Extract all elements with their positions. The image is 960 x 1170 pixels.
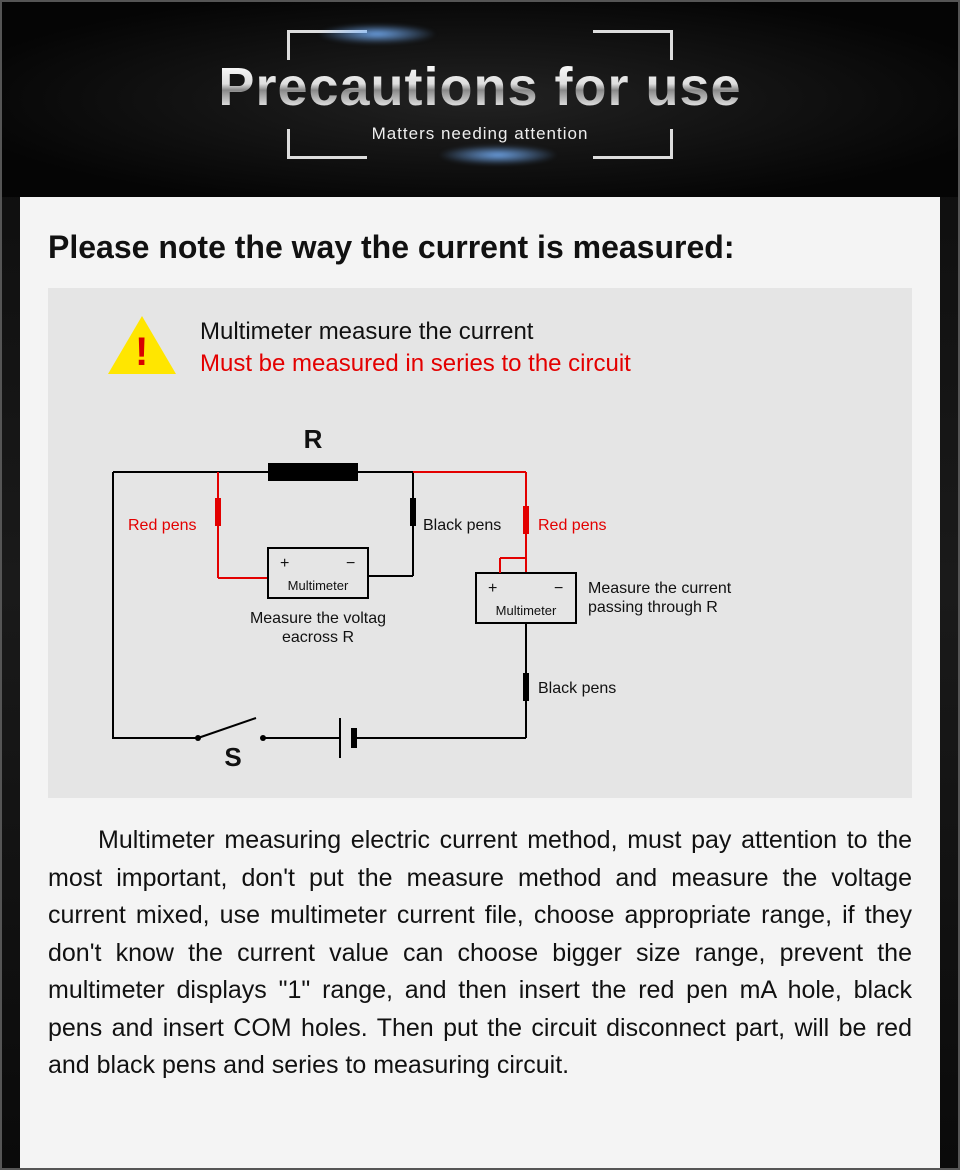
svg-text:−: − — [346, 555, 355, 572]
circuit-diagram: + − Multimeter + − Multimeter R S Red pe… — [68, 418, 928, 788]
lens-flare — [317, 24, 437, 44]
warning-line-1: Multimeter measure the current — [200, 318, 631, 346]
lens-flare — [438, 145, 558, 165]
svg-text:+: + — [488, 580, 497, 597]
warning-icon — [108, 316, 176, 374]
switch-label: S — [224, 742, 241, 772]
resistor-label: R — [304, 424, 323, 454]
voltmeter-caption: Measure the voltag — [250, 610, 386, 627]
ammeter-caption: Measure the current — [588, 580, 732, 597]
page-title: Precautions for use — [218, 56, 741, 118]
multimeter-label: Multimeter — [496, 603, 557, 618]
multimeter-label: Multimeter — [288, 578, 349, 593]
svg-text:−: − — [554, 580, 563, 597]
body-paragraph: Multimeter measuring electric current me… — [48, 822, 912, 1085]
svg-text:+: + — [280, 555, 289, 572]
red-pens-label: Red pens — [128, 517, 197, 534]
diagram-container: Multimeter measure the current Must be m… — [48, 288, 912, 798]
warning-callout: Multimeter measure the current Must be m… — [108, 316, 892, 378]
black-pens-label: Black pens — [538, 680, 616, 697]
black-pens-label: Black pens — [423, 517, 501, 534]
voltmeter-caption: eacross R — [282, 629, 354, 646]
section-heading: Please note the way the current is measu… — [48, 229, 912, 266]
ammeter-caption: passing through R — [588, 599, 718, 616]
header: Precautions for use Matters needing atte… — [2, 2, 958, 197]
content-panel: Please note the way the current is measu… — [20, 197, 940, 1168]
page-frame: Precautions for use Matters needing atte… — [0, 0, 960, 1170]
page-subtitle: Matters needing attention — [218, 124, 741, 144]
red-pens-label: Red pens — [538, 517, 607, 534]
warning-line-2: Must be measured in series to the circui… — [200, 350, 631, 378]
